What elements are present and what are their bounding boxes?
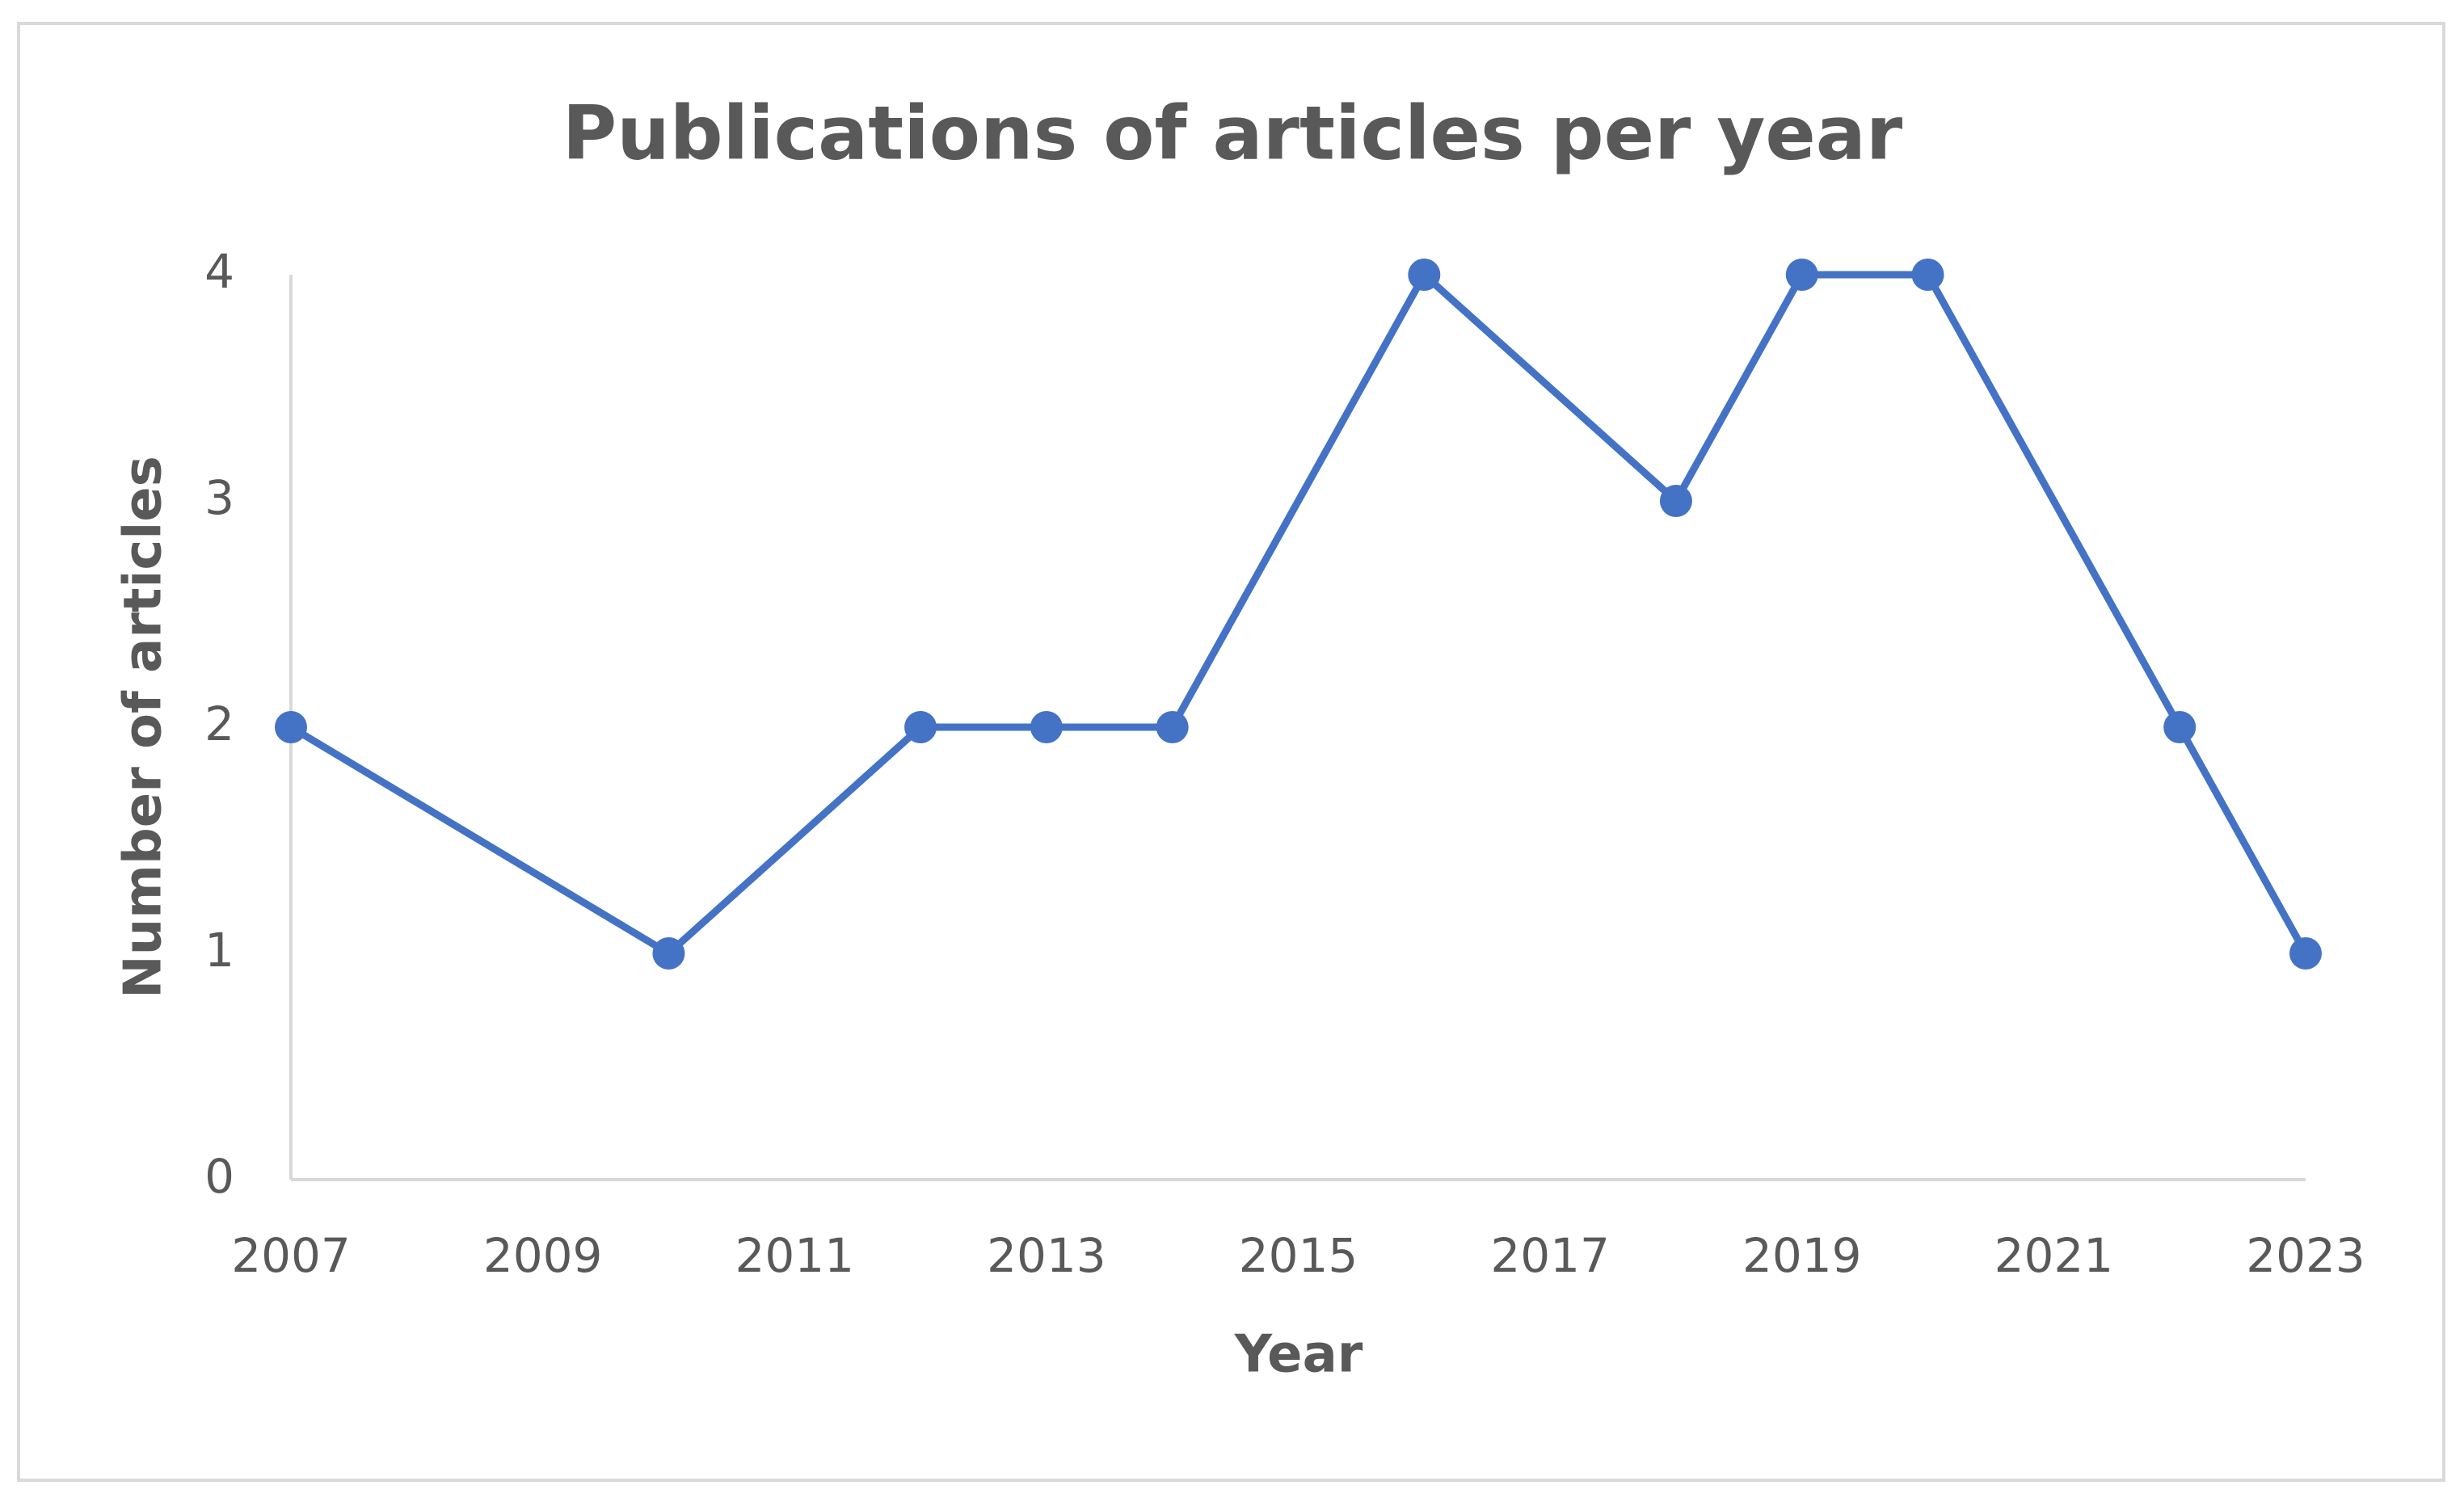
- y-tick-label: 4: [204, 244, 234, 299]
- data-point: [2289, 937, 2322, 970]
- data-point: [1785, 259, 1818, 291]
- data-point: [904, 711, 937, 743]
- x-tick-label: 2007: [231, 1228, 351, 1283]
- data-point: [275, 711, 307, 743]
- x-tick-label: 2013: [987, 1228, 1106, 1283]
- data-point: [652, 937, 685, 970]
- x-tick-label: 2023: [2246, 1228, 2365, 1283]
- x-tick-label: 2021: [1994, 1228, 2114, 1283]
- x-axis-title: Year: [1234, 1325, 1363, 1385]
- x-tick-label: 2019: [1742, 1228, 1862, 1283]
- chart-border: [17, 22, 2445, 1482]
- y-tick-label: 0: [204, 1149, 234, 1204]
- x-tick-label: 2017: [1490, 1228, 1610, 1283]
- data-point: [1659, 485, 1692, 517]
- data-point: [1911, 259, 1944, 291]
- data-point: [1408, 259, 1441, 291]
- data-point: [1030, 711, 1063, 743]
- chart-title: Publications of articles per year: [562, 90, 1903, 176]
- x-tick-label: 2015: [1239, 1228, 1358, 1283]
- y-tick-label: 1: [204, 923, 234, 978]
- y-tick-label: 3: [204, 470, 234, 525]
- y-tick-label: 2: [204, 696, 234, 751]
- x-tick-label: 2009: [483, 1228, 603, 1283]
- data-point: [2163, 711, 2197, 743]
- x-tick-label: 2011: [735, 1228, 854, 1283]
- data-point: [1156, 711, 1189, 743]
- y-axis-title: Number of articles: [114, 456, 174, 999]
